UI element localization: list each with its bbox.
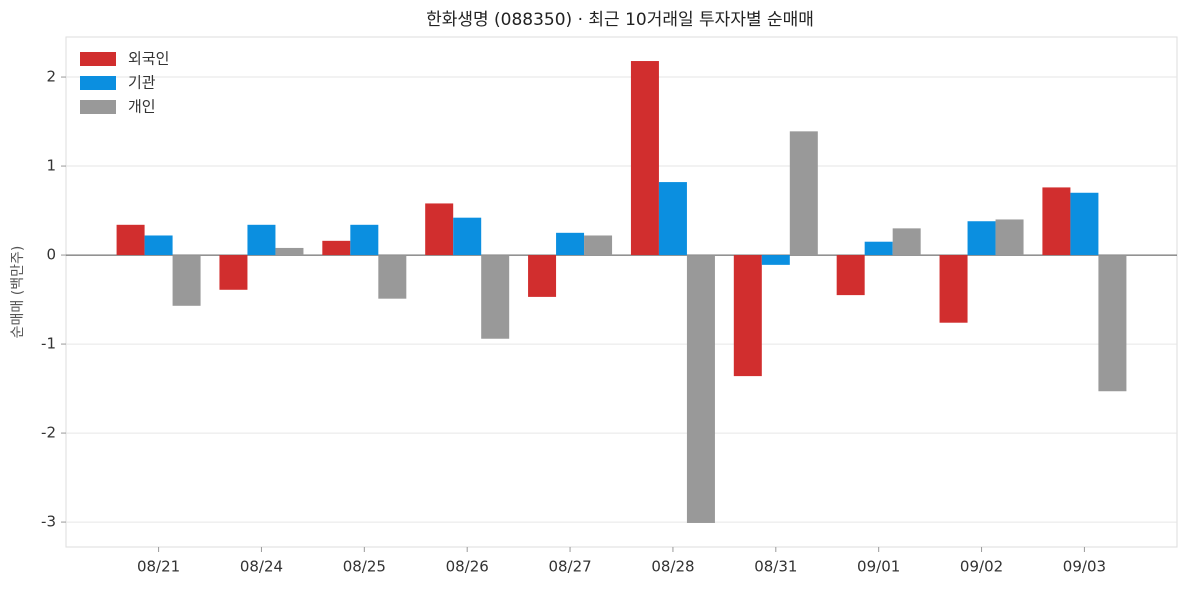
bar [275,247,304,256]
legend-swatch [80,76,116,90]
y-tick-label: 0 [46,246,56,264]
bar [761,255,790,265]
x-tick-label: 08/27 [548,558,591,576]
bar [733,255,762,377]
bar [556,232,585,256]
bar [658,182,687,256]
bar [1042,187,1071,256]
x-tick-label: 08/24 [240,558,283,576]
bar [172,255,201,306]
bar [1098,255,1127,392]
legend-swatch [80,52,116,66]
bar [247,224,276,256]
y-axis-label: 순매매 (백만주) [10,246,26,339]
bar [1070,192,1099,256]
legend-swatch [80,100,116,114]
chart-title: 한화생명 (088350) · 최근 10거래일 투자자별 순매매 [426,10,814,30]
legend-label: 기관 [128,74,156,92]
bar [995,219,1024,256]
bar [322,240,351,256]
bar [528,255,557,297]
y-tick-label: -2 [41,424,56,442]
bar [584,235,613,256]
x-tick-label: 08/31 [754,558,797,576]
bar [892,228,921,256]
bar [939,255,968,323]
x-tick-label: 09/01 [857,558,900,576]
x-tick-label: 09/02 [960,558,1003,576]
x-tick-label: 08/25 [343,558,386,576]
y-tick-label: 2 [46,68,56,86]
bar [630,61,659,256]
bar [686,255,715,523]
y-tick-label: -1 [41,335,56,353]
bar [789,131,818,256]
bar [219,255,248,290]
legend-label: 외국인 [128,50,169,68]
bar [425,203,454,256]
bar [453,217,482,256]
bar [864,241,893,256]
y-tick-label: 1 [46,157,56,175]
x-tick-label: 08/21 [137,558,180,576]
bar [481,255,510,339]
bar [836,255,865,296]
legend-label: 개인 [128,98,156,116]
bar [378,255,407,299]
bar [144,235,173,256]
x-tick-label: 08/28 [651,558,694,576]
bar [350,224,379,256]
y-tick-label: -3 [41,513,56,531]
x-tick-label: 08/26 [446,558,489,576]
x-tick-label: 09/03 [1063,558,1106,576]
plot-frame [65,36,1178,548]
bar [116,224,145,256]
bar [967,221,996,256]
